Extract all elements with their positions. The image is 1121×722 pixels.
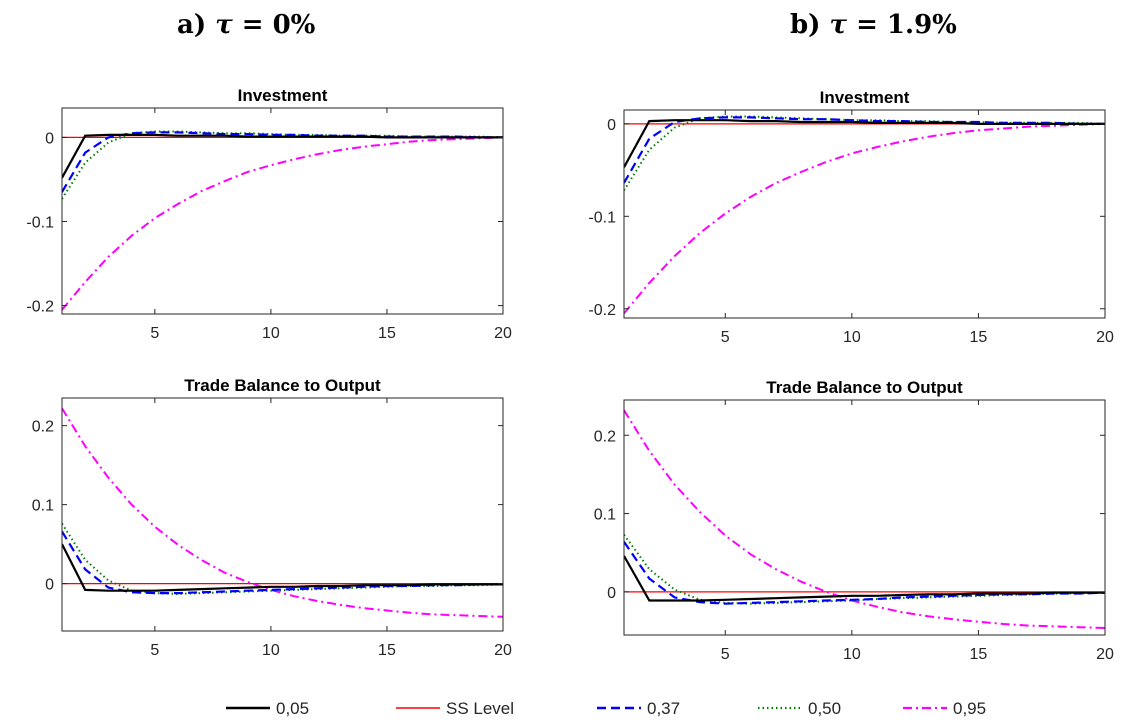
chart-a-2-series-0-95 (62, 407, 503, 618)
chart-b-1-ytick-label: -0.2 (588, 302, 616, 319)
chart-b-1-xtick-label: 10 (843, 329, 861, 346)
chart-a-0-ytick-label: -0.2 (26, 299, 54, 316)
chart-b-1-series-0-05 (624, 119, 1105, 168)
chart-a-0-xtick-label: 5 (150, 325, 159, 342)
chart-b-3-axes-frame (623, 399, 1106, 636)
chart-b-1-title: Investment (820, 88, 910, 107)
legend-label-0: 0,05 (276, 699, 309, 718)
column-title-a-prefix: a) (177, 10, 216, 40)
chart-b-3-ytick-label: 0.1 (594, 507, 616, 524)
column-title-b-prefix: b) (790, 10, 830, 40)
chart-b-3-xtick-label: 20 (1096, 646, 1114, 663)
chart-a-0-xtick-label: 15 (378, 325, 396, 342)
chart-a-0-ytick-label: 0 (45, 130, 54, 147)
chart-b-3-series-0-95 (624, 409, 1105, 629)
chart-a-2-xtick-label: 10 (262, 642, 280, 659)
chart-b-3-title: Trade Balance to Output (766, 378, 963, 397)
column-title-b-value: = 1.9% (847, 10, 957, 40)
chart-b-1-xtick-label: 15 (970, 329, 988, 346)
chart-a-0-series-0-05 (62, 133, 503, 179)
chart-a-2-xtick-label: 20 (494, 642, 512, 659)
column-title-b: b) τ = 1.9% (790, 10, 957, 40)
column-title-a: a) τ = 0% (177, 10, 315, 40)
chart-a-2-axes-frame (61, 397, 504, 632)
chart-b-1-axes-frame (623, 109, 1106, 319)
chart-a-2-series-0-05 (62, 543, 503, 592)
chart-a-0-xtick-label: 10 (262, 325, 280, 342)
chart-b-1-series-0-37 (624, 116, 1105, 184)
chart-b-3-xtick-label: 15 (970, 646, 988, 663)
chart-b-1-xtick-label: 5 (721, 329, 730, 346)
legend-label-1: SS Level (446, 699, 514, 718)
chart-b-1-series-0-95 (624, 122, 1105, 315)
chart-a-0-series-0-50 (62, 130, 503, 200)
chart-a-2-xtick-label: 5 (150, 642, 159, 659)
chart-a-2-title: Trade Balance to Output (184, 376, 381, 395)
chart-b-1-series-0-50 (624, 115, 1105, 191)
chart-b-1-ytick-label: -0.1 (588, 209, 616, 226)
column-title-a-value: = 0% (232, 10, 316, 40)
chart-a-2-ytick-label: 0 (45, 577, 54, 594)
chart-b-3-xtick-label: 5 (721, 646, 730, 663)
chart-a-0-xtick-label: 20 (494, 325, 512, 342)
chart-b-3-series-0-05 (624, 555, 1105, 602)
chart-b-1-xtick-label: 20 (1096, 329, 1114, 346)
chart-b-1-ytick-label: 0 (607, 117, 616, 134)
chart-a-2-xtick-label: 15 (378, 642, 396, 659)
chart-a-0-axes-frame (61, 107, 504, 315)
chart-a-2-ytick-label: 0.1 (32, 498, 54, 515)
chart-a-0-series-0-95 (62, 136, 503, 311)
legend-label-3: 0,50 (808, 699, 841, 718)
legend-label-2: 0,37 (647, 699, 680, 718)
chart-b-3-xtick-label: 10 (843, 646, 861, 663)
column-title-a-symbol: τ (215, 10, 233, 40)
chart-a-0-ytick-label: -0.1 (26, 215, 54, 232)
chart-b-3-ytick-label: 0.2 (594, 428, 616, 445)
chart-a-0-title: Investment (238, 86, 328, 105)
legend-label-4: 0,95 (953, 699, 986, 718)
chart-a-2-ytick-label: 0.2 (32, 419, 54, 436)
chart-b-3-ytick-label: 0 (607, 585, 616, 602)
column-title-b-symbol: τ (829, 10, 848, 40)
